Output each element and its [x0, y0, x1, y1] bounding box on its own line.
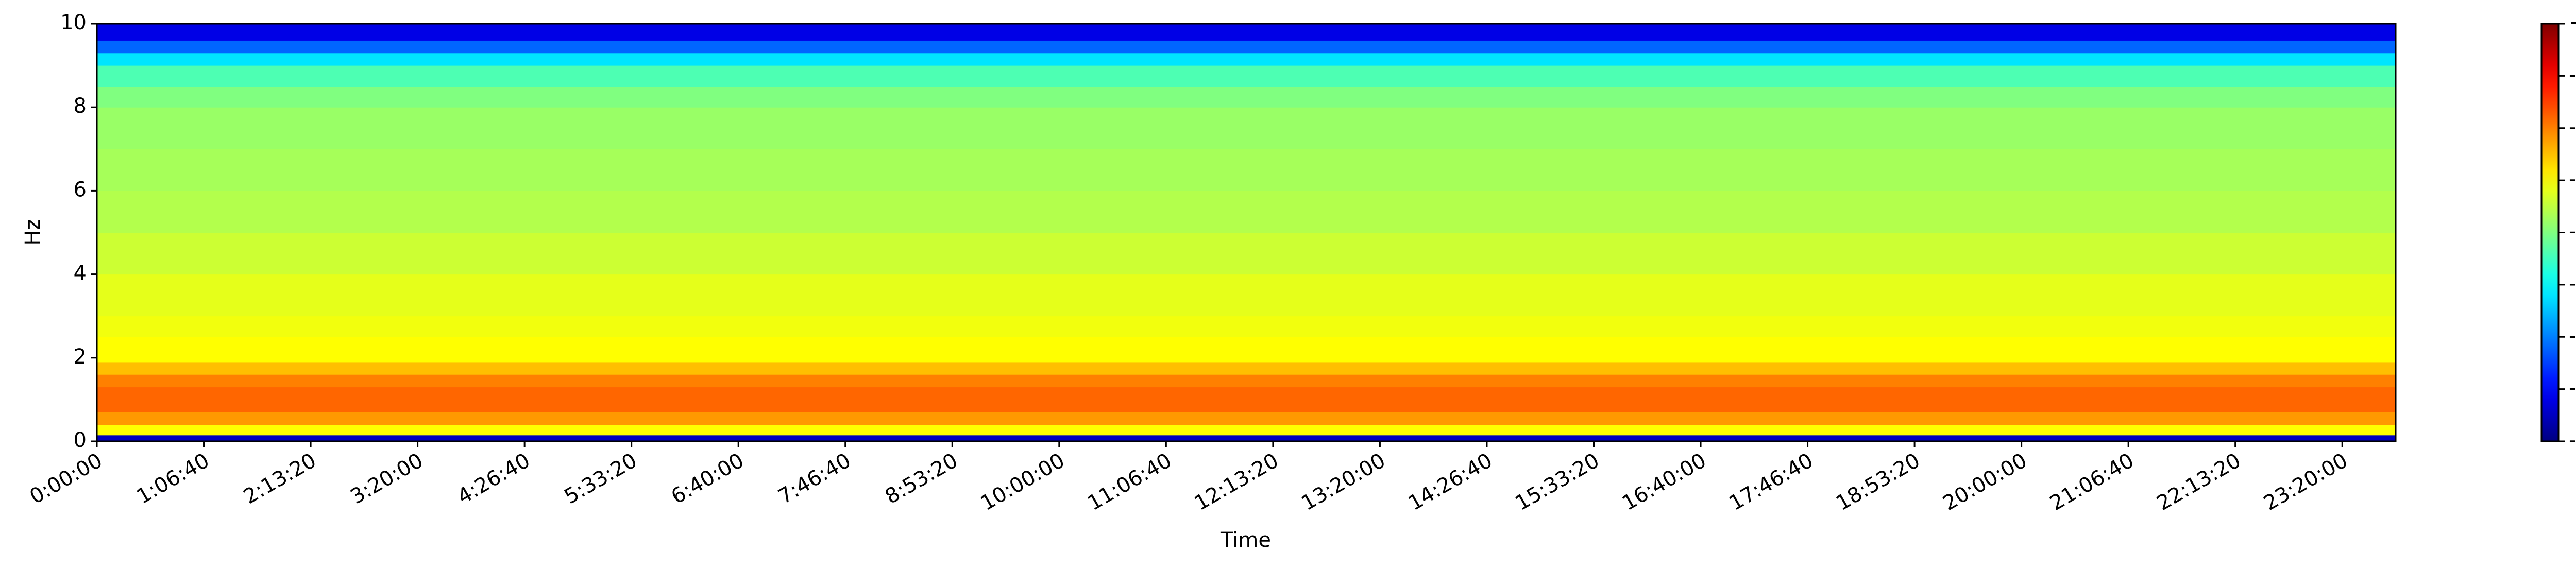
x-tick-label: 1:06:40: [132, 449, 213, 509]
colorbar-tick-label: -20 dB: [2569, 115, 2576, 139]
x-tick-label: 2:13:20: [240, 449, 320, 509]
spectrogram-band: [97, 40, 2396, 54]
x-tick-label: 5:33:20: [561, 449, 641, 509]
spectrogram-band: [97, 191, 2396, 233]
spectrogram-band: [97, 274, 2396, 317]
spectrogram-band: [97, 387, 2396, 400]
x-tick-label: 15:33:20: [1511, 449, 1603, 515]
plot-frame: [96, 23, 2397, 442]
spectrogram-band: [97, 399, 2396, 412]
colorbar-tick-label: -10 dB: [2569, 63, 2576, 87]
colorbar-tick-label: -40 dB: [2569, 220, 2576, 244]
y-axis-label: Hz: [21, 219, 45, 245]
spectrogram-band: [97, 337, 2396, 363]
spectrogram-band: [97, 316, 2396, 337]
x-tick-label: 16:40:00: [1618, 449, 1710, 515]
x-tick-label: 11:06:40: [1083, 449, 1176, 515]
x-tick-label: 14:26:40: [1404, 449, 1497, 515]
x-tick-label: 21:06:40: [2046, 449, 2138, 515]
spectrogram-band: [97, 24, 2396, 41]
spectrogram-band: [97, 149, 2396, 191]
colorbar-tick-label: -70 dB: [2569, 376, 2576, 400]
spectrogram-band: [97, 361, 2396, 375]
spectrogram-band: [97, 232, 2396, 275]
x-tick-label: 4:26:40: [453, 449, 534, 509]
spectrogram-band: [97, 86, 2396, 108]
x-tick-label: 20:00:00: [1939, 449, 2031, 515]
colorbar: [2540, 23, 2560, 442]
x-tick-label: 12:13:20: [1191, 449, 1283, 515]
x-tick-label: 7:46:40: [774, 449, 855, 509]
spectrogram-band: [97, 435, 2396, 442]
x-tick-label: 13:20:00: [1297, 449, 1389, 515]
y-tick-label: 6: [74, 178, 87, 201]
x-tick-label: 6:40:00: [667, 449, 748, 509]
spectrogram-band: [97, 53, 2396, 66]
colorbar-tick-label: -30 dB: [2569, 167, 2576, 191]
x-tick-label: 8:53:20: [881, 449, 962, 509]
spectrogram-band: [97, 424, 2396, 436]
x-tick-label: 17:46:40: [1725, 449, 1817, 515]
colorbar-tick-label: -60 dB: [2569, 324, 2576, 348]
spectrogram-band: [97, 412, 2396, 425]
spectrogram-band: [97, 107, 2396, 149]
y-tick-label: 10: [60, 11, 87, 35]
x-tick-label: 3:20:00: [347, 449, 428, 509]
x-tick-label: 22:13:20: [2153, 449, 2245, 515]
x-tick-label: 0:00:00: [26, 449, 107, 509]
y-tick-label: 4: [74, 262, 87, 285]
colorbar-tick-label: +0 dB: [2569, 11, 2576, 35]
x-tick-label: 23:20:00: [2260, 449, 2352, 515]
x-tick-label: 10:00:00: [977, 449, 1069, 515]
x-axis-label: Time: [1220, 528, 1271, 552]
spectrogram-band: [97, 374, 2396, 388]
colorbar-tick-label: -80 dB: [2569, 428, 2576, 452]
colorbar-tick-label: -50 dB: [2569, 272, 2576, 296]
x-tick-label: 18:53:20: [1832, 449, 1924, 515]
y-tick-label: 2: [74, 345, 87, 369]
y-tick-label: 0: [74, 428, 87, 452]
spectrogram-band: [97, 65, 2396, 87]
y-tick-label: 8: [74, 94, 87, 118]
